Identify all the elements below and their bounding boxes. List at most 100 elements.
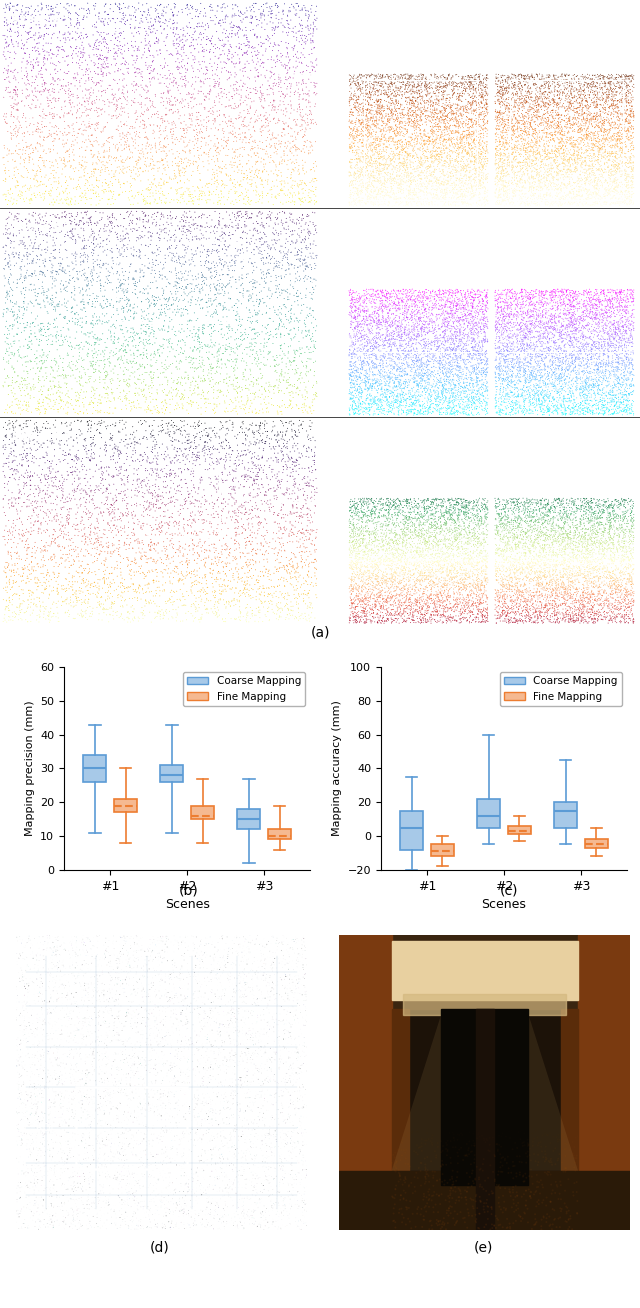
- Point: [626, 511, 636, 532]
- Point: [208, 954, 218, 974]
- Point: [355, 161, 365, 182]
- Point: [259, 97, 269, 118]
- Point: [216, 1162, 227, 1182]
- Point: [51, 383, 61, 404]
- Point: [177, 177, 187, 198]
- Point: [474, 1126, 484, 1147]
- Point: [271, 256, 281, 277]
- Point: [86, 266, 97, 286]
- Point: [52, 961, 62, 982]
- Point: [531, 1120, 541, 1141]
- Point: [260, 968, 271, 989]
- Point: [228, 476, 239, 497]
- Point: [604, 82, 614, 103]
- Point: [502, 73, 513, 94]
- Point: [481, 136, 492, 157]
- Point: [344, 141, 355, 162]
- Point: [84, 570, 94, 591]
- Point: [474, 280, 484, 301]
- Point: [465, 373, 475, 394]
- Point: [248, 1118, 259, 1139]
- Point: [144, 233, 154, 254]
- Point: [604, 611, 614, 632]
- Point: [198, 63, 209, 84]
- Point: [205, 258, 216, 279]
- Point: [364, 123, 374, 144]
- Point: [583, 583, 593, 604]
- Point: [298, 1135, 308, 1156]
- Point: [61, 46, 72, 67]
- Point: [592, 298, 602, 319]
- Point: [529, 379, 539, 400]
- Point: [428, 593, 438, 613]
- Point: [93, 344, 103, 365]
- Point: [281, 98, 291, 119]
- Point: [611, 581, 621, 602]
- Point: [188, 340, 198, 361]
- Point: [431, 173, 442, 194]
- Point: [582, 508, 593, 528]
- Point: [170, 275, 180, 296]
- Point: [268, 82, 278, 103]
- Point: [571, 547, 581, 568]
- Point: [527, 366, 538, 387]
- Point: [149, 1063, 159, 1084]
- Point: [359, 591, 369, 612]
- Point: [456, 564, 466, 585]
- Point: [397, 531, 408, 552]
- Point: [539, 294, 549, 315]
- Point: [371, 187, 381, 208]
- Point: [205, 1007, 215, 1028]
- Point: [164, 1118, 175, 1139]
- Point: [422, 596, 433, 617]
- Point: [219, 1216, 229, 1237]
- Point: [10, 459, 20, 480]
- Point: [104, 188, 115, 209]
- Point: [611, 146, 621, 167]
- Point: [152, 559, 162, 579]
- Point: [627, 300, 637, 320]
- Point: [256, 1203, 266, 1224]
- Point: [435, 522, 445, 543]
- Point: [432, 327, 442, 348]
- Point: [390, 85, 400, 106]
- Point: [94, 603, 104, 624]
- Point: [409, 68, 419, 89]
- Point: [428, 145, 438, 166]
- Point: [344, 93, 355, 114]
- Point: [586, 169, 596, 190]
- Point: [558, 97, 568, 118]
- Point: [169, 977, 179, 998]
- Point: [209, 1219, 219, 1240]
- Point: [540, 395, 550, 416]
- Point: [525, 314, 535, 335]
- Point: [434, 303, 444, 324]
- Point: [428, 560, 438, 581]
- Point: [559, 305, 570, 326]
- Point: [500, 502, 511, 523]
- Point: [574, 181, 584, 201]
- Point: [265, 152, 275, 173]
- Point: [534, 595, 544, 616]
- Text: Third-person
view: Third-person view: [328, 115, 348, 165]
- Point: [209, 69, 219, 90]
- Point: [503, 352, 513, 373]
- Point: [220, 235, 230, 256]
- Point: [555, 366, 565, 387]
- Point: [415, 569, 425, 590]
- Point: [444, 303, 454, 324]
- Point: [63, 1023, 73, 1044]
- Point: [403, 566, 413, 587]
- Point: [82, 3, 92, 24]
- Point: [626, 284, 636, 305]
- Point: [44, 1121, 54, 1142]
- Point: [58, 47, 68, 68]
- Point: [250, 1118, 260, 1139]
- Point: [204, 217, 214, 238]
- Point: [5, 412, 15, 433]
- Point: [348, 353, 358, 374]
- Point: [587, 598, 597, 619]
- Point: [348, 395, 358, 416]
- Point: [373, 171, 383, 192]
- Point: [382, 136, 392, 157]
